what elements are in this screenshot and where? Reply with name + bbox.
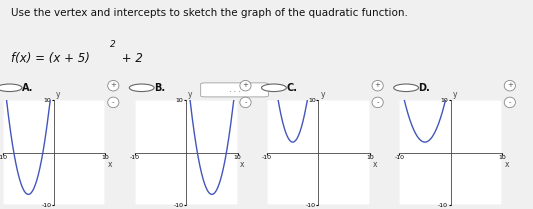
Text: A.: A. (22, 83, 34, 93)
Text: B.: B. (154, 83, 165, 93)
Circle shape (372, 80, 383, 91)
Circle shape (504, 80, 515, 91)
Text: D.: D. (418, 83, 430, 93)
Circle shape (394, 84, 418, 92)
Text: 2: 2 (110, 40, 116, 49)
Text: +: + (110, 82, 116, 88)
Circle shape (240, 97, 251, 108)
Circle shape (262, 84, 286, 92)
Text: + 2: + 2 (118, 52, 143, 65)
Text: Use the vertex and intercepts to sketch the graph of the quadratic function.: Use the vertex and intercepts to sketch … (11, 8, 408, 18)
Circle shape (0, 84, 22, 92)
Text: x: x (373, 161, 377, 169)
Text: C.: C. (286, 83, 297, 93)
Circle shape (504, 97, 515, 108)
Text: -: - (112, 99, 115, 105)
Text: -: - (376, 99, 379, 105)
Circle shape (240, 80, 251, 91)
Text: f(x) = (x + 5): f(x) = (x + 5) (11, 52, 90, 65)
Text: y: y (320, 90, 325, 99)
Text: +: + (375, 82, 381, 88)
Circle shape (372, 97, 383, 108)
Text: x: x (240, 161, 245, 169)
Text: y: y (453, 90, 457, 99)
Circle shape (108, 80, 119, 91)
Text: -: - (244, 99, 247, 105)
Circle shape (130, 84, 154, 92)
Text: -: - (508, 99, 511, 105)
Circle shape (108, 97, 119, 108)
Text: y: y (56, 90, 61, 99)
Text: +: + (507, 82, 513, 88)
Text: . . .: . . . (229, 85, 240, 94)
Text: x: x (108, 161, 112, 169)
Text: y: y (188, 90, 193, 99)
Text: x: x (505, 161, 509, 169)
Text: +: + (243, 82, 248, 88)
FancyBboxPatch shape (200, 83, 269, 97)
